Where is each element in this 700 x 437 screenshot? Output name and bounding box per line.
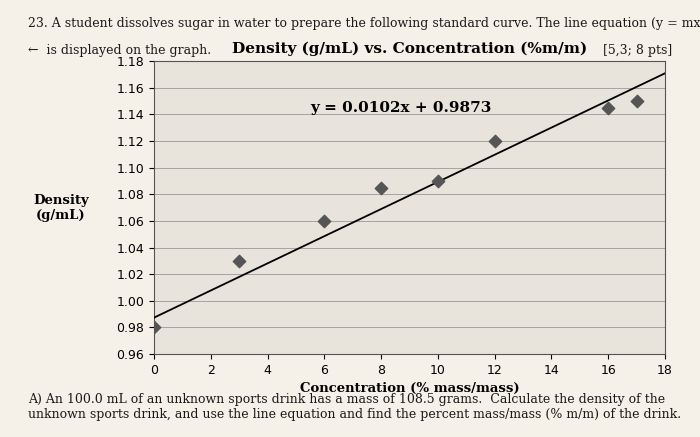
X-axis label: Concentration (% mass/mass): Concentration (% mass/mass) <box>300 382 519 395</box>
Text: ←  is displayed on the graph.: ← is displayed on the graph. <box>28 44 211 57</box>
Point <box>148 324 160 331</box>
Point <box>631 97 642 104</box>
Text: [5,3; 8 pts]: [5,3; 8 pts] <box>603 44 672 57</box>
Point <box>433 177 444 184</box>
Point <box>375 184 386 191</box>
Point <box>318 217 330 224</box>
Title: Density (g/mL) vs. Concentration (%m/m): Density (g/mL) vs. Concentration (%m/m) <box>232 42 587 56</box>
Text: y = 0.0102x + 0.9873: y = 0.0102x + 0.9873 <box>310 101 491 115</box>
Point <box>234 257 245 264</box>
Point <box>489 138 500 145</box>
Text: A) An 100.0 mL of an unknown sports drink has a mass of 108.5 grams.  Calculate : A) An 100.0 mL of an unknown sports drin… <box>28 393 681 421</box>
Y-axis label: Density
(g/mL): Density (g/mL) <box>33 194 89 222</box>
Text: 23. A student dissolves sugar in water to prepare the following standard curve. : 23. A student dissolves sugar in water t… <box>28 17 700 31</box>
Point <box>603 104 614 111</box>
